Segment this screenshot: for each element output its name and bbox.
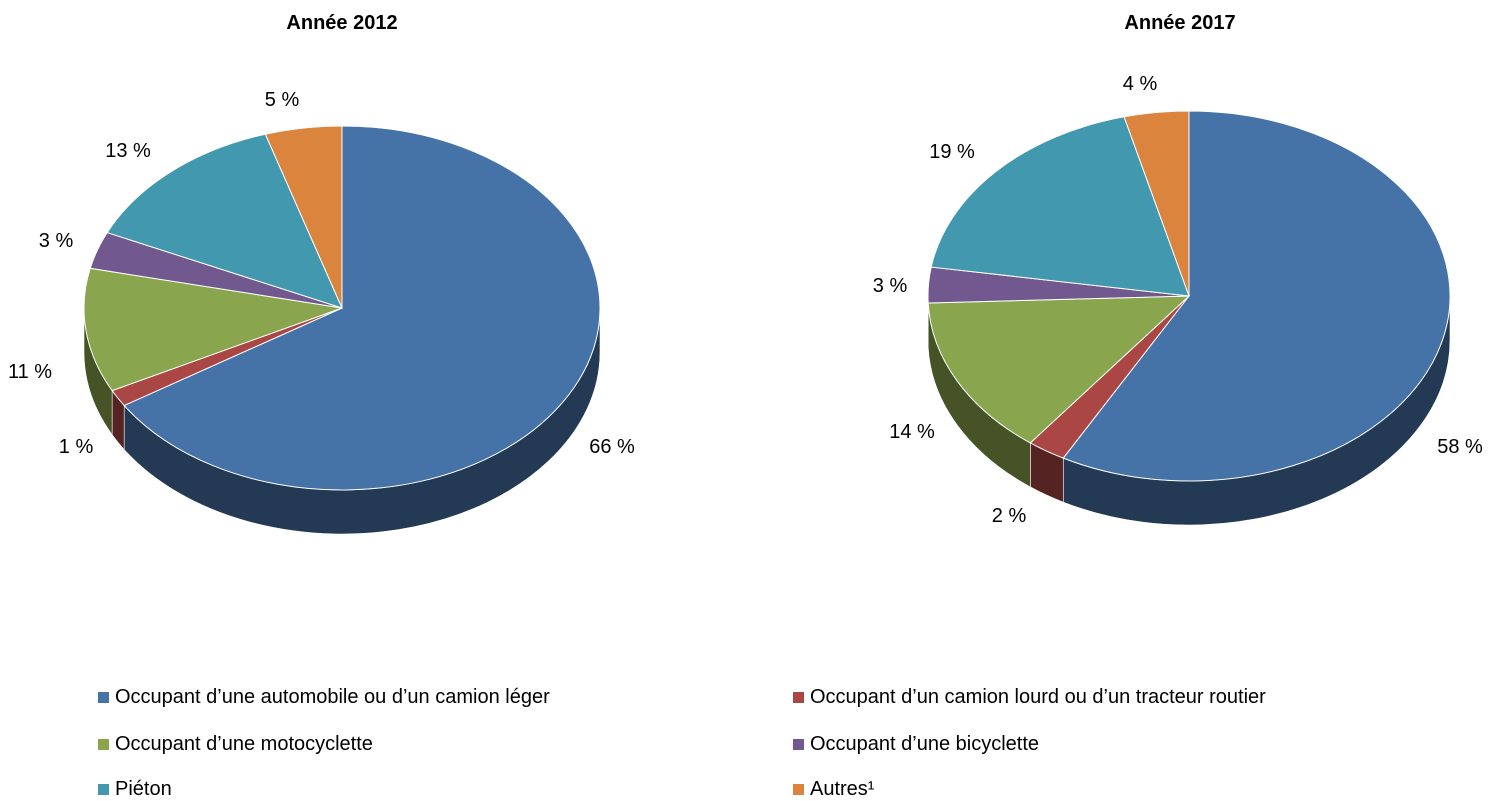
legend: Occupant d’une automobile ou d’un camion… [0,670,1492,799]
legend-label-bicyclette: Occupant d’une bicyclette [810,733,1039,756]
data-label-2012-autres: 5 % [265,89,300,111]
data-label-2012-bicyclette: 3 % [39,230,74,252]
chart-title-2012: Année 2012 [192,12,492,35]
chart-title-2017: Année 2017 [1030,12,1330,35]
charts-area: Année 2012 Année 2017 66 % 1 % 11 % 3 % 13 %… [0,0,1492,620]
legend-swatch-motocyclette [98,739,109,750]
data-label-2017-camion-lourd: 2 % [992,505,1027,527]
legend-swatch-autres [793,784,804,795]
data-label-2012-motocyclette: 11 % [8,361,52,383]
legend-item-camion-lourd: Occupant d’un camion lourd ou d’un tract… [793,686,1266,709]
legend-item-motocyclette: Occupant d’une motocyclette [98,733,373,756]
data-label-2017-autres: 4 % [1123,73,1158,95]
legend-swatch-automobile [98,692,109,703]
legend-label-autres: Autres¹ [810,778,874,801]
legend-label-camion-lourd: Occupant d’un camion lourd ou d’un tract… [810,686,1266,709]
pie-2012: 66 % 1 % 11 % 3 % 13 % 5 % [8,89,635,534]
data-label-2017-bicyclette: 3 % [873,275,908,297]
legend-item-automobile: Occupant d’une automobile ou d’un camion… [98,686,550,709]
data-label-2017-pieton: 19 % [929,141,975,163]
legend-label-automobile: Occupant d’une automobile ou d’un camion… [115,686,550,709]
pie-2017: 58 % 2 % 14 % 3 % 19 % 4 % [873,73,1483,527]
legend-swatch-pieton [98,784,109,795]
legend-swatch-bicyclette [793,739,804,750]
legend-item-autres: Autres¹ [793,778,874,801]
data-label-2012-pieton: 13 % [105,140,151,162]
legend-item-bicyclette: Occupant d’une bicyclette [793,733,1039,756]
legend-item-pieton: Piéton [98,778,172,801]
data-label-2012-automobile: 66 % [589,436,635,458]
legend-label-pieton: Piéton [115,778,172,801]
legend-label-motocyclette: Occupant d’une motocyclette [115,733,373,756]
data-label-2017-automobile: 58 % [1437,436,1483,458]
data-label-2012-camion-lourd: 1 % [59,436,94,458]
data-label-2017-motocyclette: 14 % [889,421,935,443]
legend-swatch-camion-lourd [793,692,804,703]
pie-charts-svg: 66 % 1 % 11 % 3 % 13 % 5 % 58 % 2 % 14 % 3 % 19 % 4… [0,0,1492,620]
